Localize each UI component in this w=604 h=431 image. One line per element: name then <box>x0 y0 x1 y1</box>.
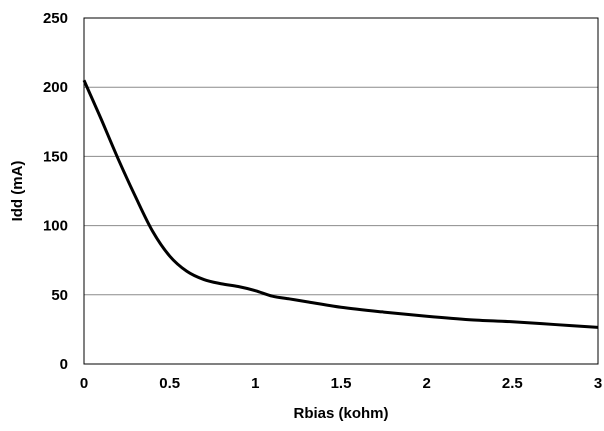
y-tick-label: 150 <box>43 148 68 165</box>
x-tick-label: 2 <box>422 375 430 392</box>
y-tick-label: 200 <box>43 79 68 96</box>
gridlines <box>84 86 598 296</box>
x-tick-label: 0.5 <box>159 375 180 392</box>
y-axis-title: Idd (mA) <box>9 161 26 222</box>
series-layer <box>82 79 599 329</box>
x-tick-label: 1 <box>251 375 259 392</box>
x-tick-label: 3 <box>594 375 602 392</box>
y-axis-tick-labels: 0 50 100 150 200 250 <box>43 10 68 373</box>
y-tick-label: 100 <box>43 218 68 235</box>
y-tick-label: 50 <box>51 287 68 304</box>
x-tick-label: 0 <box>80 375 88 392</box>
x-axis-tick-labels: 0 0.5 1 1.5 2 2.5 3 <box>80 375 602 392</box>
y-tick-label: 0 <box>60 356 68 373</box>
x-tick-label: 2.5 <box>502 375 523 392</box>
plot-area-frame <box>83 17 599 365</box>
series-line-0 <box>82 79 599 329</box>
x-axis-title: Rbias (kohm) <box>293 405 388 422</box>
y-tick-label: 250 <box>43 10 68 27</box>
x-tick-label: 1.5 <box>331 375 352 392</box>
